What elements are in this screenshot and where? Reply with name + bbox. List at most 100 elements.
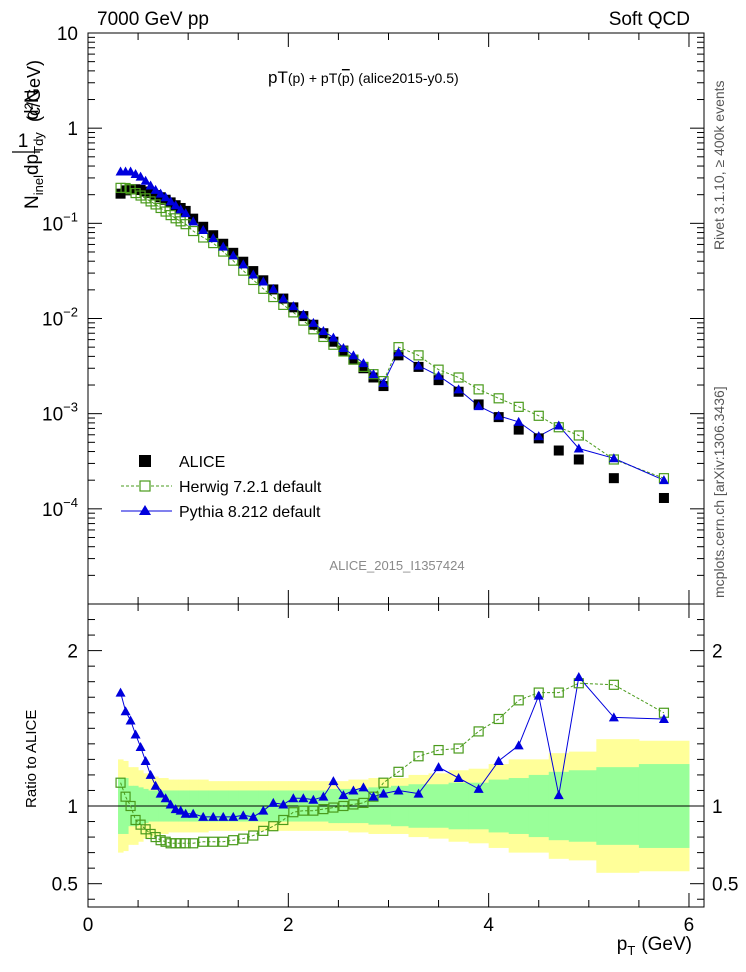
lower-data [115, 672, 670, 849]
pythia-ratio-point [115, 687, 126, 697]
pythia-point [160, 192, 171, 202]
pythia-ratio-point [433, 762, 444, 772]
pythia-point [573, 443, 584, 453]
pythia-point [175, 204, 186, 214]
pythia-ratio-point [238, 810, 249, 820]
herwig-ratio-point [248, 830, 259, 841]
upper-y-label: 1 NineldpTdy d²N (c/GeV) [12, 60, 46, 209]
y-tick-label-lower: 0.5 [52, 875, 78, 896]
legend: ALICE Herwig 7.2.1 default Pythia 8.212 … [121, 454, 322, 521]
herwig-ratio-point [348, 799, 359, 810]
pythia-ratio-point [328, 776, 339, 786]
herwig-point [473, 384, 484, 395]
plot-title-part-c: ) (alice2015-y0.5) [350, 70, 459, 86]
ylabel-fraction-denominator: NineldpTdy [22, 132, 46, 209]
herwig-ratio-point [208, 836, 219, 847]
pythia-ratio-point [130, 729, 141, 739]
pythia-ratio-point [188, 808, 199, 818]
legend-pythia-label: Pythia 8.212 default [179, 504, 321, 521]
pythia-ratio-point [658, 713, 669, 723]
lower-axis-ticks: 0 2 4 6 0.5 0.5 1 1 2 2 [52, 604, 738, 936]
pythia-ratio-point [288, 793, 299, 803]
pythia-point [278, 293, 289, 303]
category-label: Soft QCD [609, 9, 690, 30]
herwig-ratio-point [608, 679, 619, 690]
pythia-point [248, 269, 259, 279]
pythia-ratio-point [473, 783, 484, 793]
herwig-ratio-point [413, 751, 424, 762]
pythia-point [358, 358, 369, 368]
x-tick-label: 4 [483, 915, 494, 936]
x-tick-label: 6 [684, 915, 695, 936]
lower-panel: 0 2 4 6 0.5 0.5 1 1 2 2 [52, 603, 738, 936]
pythia-point [608, 453, 619, 463]
y-tick-label-lower-right: 0.5 [712, 875, 738, 896]
herwig-ratio-point [358, 797, 369, 808]
pythia-ratio-point [268, 797, 279, 807]
ylabel-unit: (c/GeV) [24, 60, 44, 122]
pythia-point [130, 168, 141, 178]
pythia-point [125, 166, 136, 176]
x-axis-label: pT (GeV) [617, 934, 692, 958]
ratio-bands [88, 739, 704, 873]
herwig-point [533, 410, 544, 421]
plot-title-pbar: p [342, 70, 350, 86]
pythia-point [298, 309, 309, 319]
herwig-ratio-point [338, 800, 349, 812]
herwig-ratio-point [328, 802, 339, 813]
pythia-point [150, 184, 161, 194]
plot-title-part-a: pT [268, 68, 288, 87]
herwig-ratio-point [318, 804, 329, 815]
pythia-point [218, 241, 229, 251]
pythia-point [238, 259, 249, 269]
pythia-ratio-point [150, 780, 161, 790]
herwig-ratio-point [473, 726, 484, 737]
x-tick-label: 2 [283, 915, 294, 936]
pythia-ratio-point [378, 788, 389, 798]
pythia-ratio-point [513, 740, 524, 750]
herwig-point [573, 430, 584, 441]
pythia-ratio-point [125, 715, 136, 725]
pythia-ratio-point [198, 811, 209, 821]
pythia-point [413, 360, 424, 370]
pythia-point [140, 175, 151, 185]
herwig-ratio-point [553, 687, 564, 698]
herwig-ratio-point [268, 821, 279, 832]
pythia-ratio-point [248, 811, 259, 821]
pythia-ratio-point [258, 805, 269, 815]
pythia-line [120, 171, 665, 481]
y-tick-label-lower: 2 [67, 642, 78, 663]
xlabel-unit: (GeV) [641, 934, 692, 955]
energy-label: 7000 GeV pp [97, 9, 209, 30]
pythia-point [145, 180, 156, 190]
y-tick-label-lower-right: 2 [712, 642, 723, 663]
pythia-point [165, 196, 176, 206]
herwig-ratio-point [378, 777, 389, 788]
mcplots-label: mcplots.cern.ch [arXiv:1306.3436] [711, 386, 727, 598]
herwig-ratio-point [493, 713, 504, 725]
pythia-point [368, 369, 379, 379]
pythia-point [135, 171, 146, 181]
herwig-ratio-point [298, 805, 309, 816]
pythia-point [155, 188, 166, 198]
herwig-ratio-point [180, 838, 191, 849]
herwig-ratio-point [188, 838, 199, 849]
legend-herwig-marker [139, 480, 151, 492]
alice-point [150, 190, 161, 201]
upper-axis-ticks: 10 1 10−1 10−2 10−3 10−4 [42, 24, 704, 605]
pythia-point [308, 317, 319, 327]
pythia-ratio-point [453, 773, 464, 783]
pythia-ratio-point [278, 799, 289, 809]
pythia-ratio-point [140, 755, 151, 765]
upper-data [115, 166, 670, 503]
pythia-ratio-point [218, 811, 229, 821]
pythia-ratio-point [160, 793, 171, 803]
pythia-point [493, 410, 504, 420]
pythia-point [513, 416, 524, 426]
pythia-point [318, 325, 329, 335]
y-tick-label-upper: 10−3 [42, 400, 78, 426]
herwig-ratio-point [453, 743, 464, 754]
alice-point [328, 336, 339, 347]
pythia-point [338, 342, 349, 352]
